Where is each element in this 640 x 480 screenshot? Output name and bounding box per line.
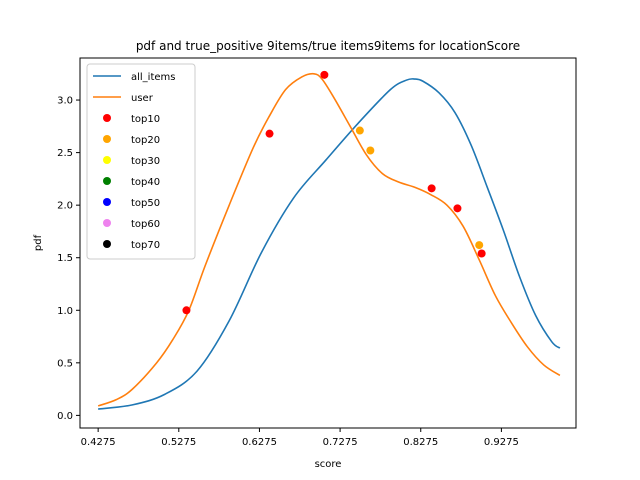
legend-label: top60	[131, 219, 160, 230]
y-tick-label: 1.5	[57, 253, 73, 264]
plot-area	[97, 70, 561, 410]
legend-label: top40	[131, 177, 160, 188]
legend-swatch-dot	[103, 198, 111, 206]
legend-swatch-dot	[103, 219, 111, 227]
plot-frame	[79, 57, 577, 429]
x-tick-label: 0.5275	[161, 437, 196, 448]
x-axis: 0.4275 0.5275 0.6275 0.7275 0.8275 0.9275	[81, 428, 519, 448]
y-tick-label: 2.0	[57, 201, 73, 212]
marker-top10	[265, 129, 274, 138]
y-tick-label: 2.5	[57, 148, 73, 159]
marker-top10	[182, 306, 191, 315]
y-tick-label: 1.0	[57, 306, 73, 317]
x-tick-label: 0.9275	[484, 437, 519, 448]
marker-top10	[453, 204, 462, 213]
legend-label: top70	[131, 240, 160, 251]
marker-top10	[320, 70, 329, 79]
x-tick-label: 0.6275	[242, 437, 277, 448]
legend-label: top10	[131, 114, 160, 125]
marker-top20	[355, 126, 364, 135]
legend-box	[86, 63, 196, 260]
legend-label: user	[131, 93, 154, 104]
legend-label: all_items	[131, 72, 176, 83]
legend-swatch-dot	[103, 240, 111, 248]
y-tick-label: 0.0	[57, 411, 73, 422]
legend-label: top20	[131, 135, 160, 146]
legend-label: top50	[131, 198, 160, 209]
y-axis: 0.0 0.5 1.0 1.5 2.0 2.5 3.0	[57, 96, 80, 422]
chart-title: pdf and true_positive 9items/true items9…	[136, 39, 520, 53]
marker-top20	[475, 241, 484, 250]
marker-top10	[427, 184, 436, 193]
marker-top20	[366, 146, 375, 155]
y-tick-label: 0.5	[57, 358, 73, 369]
y-axis-label: pdf	[33, 234, 44, 251]
x-tick-label: 0.4275	[81, 437, 116, 448]
x-tick-label: 0.7275	[323, 437, 358, 448]
series-line-user	[97, 72, 561, 407]
legend-swatch-dot	[103, 156, 111, 164]
series-line-all-items	[98, 78, 561, 410]
x-axis-label: score	[315, 459, 342, 470]
y-tick-label: 3.0	[57, 96, 73, 107]
legend-swatch-dot	[103, 135, 111, 143]
legend-swatch-dot	[103, 114, 111, 122]
x-tick-label: 0.8275	[403, 437, 438, 448]
legend-label: top30	[131, 156, 160, 167]
legend-swatch-dot	[103, 177, 111, 185]
marker-top10	[477, 249, 486, 258]
